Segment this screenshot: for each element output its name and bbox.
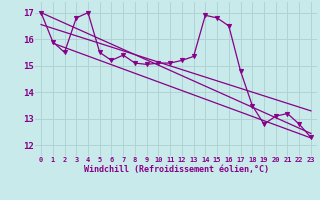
X-axis label: Windchill (Refroidissement éolien,°C): Windchill (Refroidissement éolien,°C) [84,165,268,174]
